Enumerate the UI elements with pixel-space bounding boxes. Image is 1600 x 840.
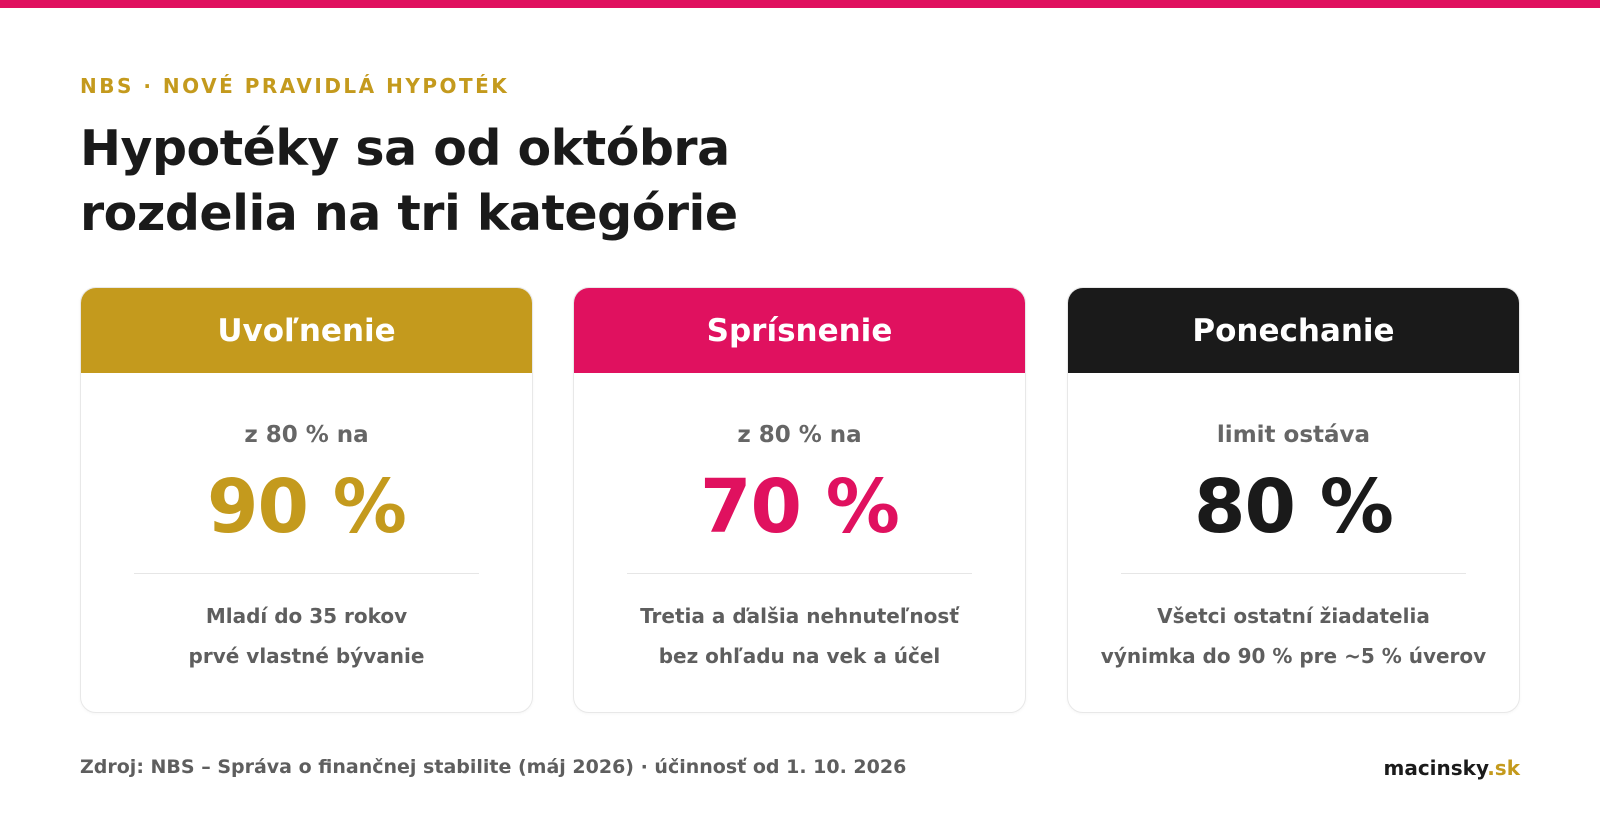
card-description-line-2: výnimka do 90 % pre ~5 % úverov xyxy=(1100,644,1487,668)
card-sprisnenie: Sprísnenie z 80 % na 70 % Tretia a ďalši… xyxy=(573,287,1026,713)
card-value: 90 % xyxy=(207,464,407,550)
card-divider xyxy=(627,573,972,574)
page-title-line-1: Hypotéky sa od októbra xyxy=(80,120,730,177)
card-header: Ponechanie xyxy=(1068,288,1519,373)
card-description-line-1: Všetci ostatní žiadatelia xyxy=(1157,604,1430,628)
brand-tld: .sk xyxy=(1487,756,1520,780)
card-divider xyxy=(1121,573,1466,574)
card-value: 70 % xyxy=(700,464,900,550)
card-from-label: limit ostáva xyxy=(1216,422,1371,448)
source-note: Zdroj: NBS – Správa o finančnej stabilit… xyxy=(80,756,907,778)
brand-logo: macinsky.sk xyxy=(1383,756,1520,780)
card-from-label: z 80 % na xyxy=(737,422,862,448)
card-description-line-1: Mladí do 35 rokov xyxy=(205,604,408,628)
card-description-line-2: bez ohľadu na vek a účel xyxy=(658,644,941,668)
card-divider xyxy=(134,573,479,574)
card-ponechanie: Ponechanie limit ostáva 80 % Všetci osta… xyxy=(1067,287,1520,713)
card-description-line-1: Tretia a ďalšia nehnuteľnosť xyxy=(640,604,959,628)
brand-name: macinsky xyxy=(1383,756,1488,780)
page-title-line-2: rozdelia na tri kategórie xyxy=(80,185,738,242)
kicker-label: NBS · NOVÉ PRAVIDLÁ HYPOTÉK xyxy=(80,74,510,98)
top-accent-bar xyxy=(0,0,1600,8)
card-from-label: z 80 % na xyxy=(244,422,369,448)
card-uvolnenie: Uvoľnenie z 80 % na 90 % Mladí do 35 rok… xyxy=(80,287,533,713)
card-value: 80 % xyxy=(1194,464,1394,550)
page-title: Hypotéky sa od októbra rozdelia na tri k… xyxy=(80,116,980,246)
card-description-line-2: prvé vlastné bývanie xyxy=(188,644,425,668)
card-header: Uvoľnenie xyxy=(81,288,532,373)
card-header: Sprísnenie xyxy=(574,288,1025,373)
